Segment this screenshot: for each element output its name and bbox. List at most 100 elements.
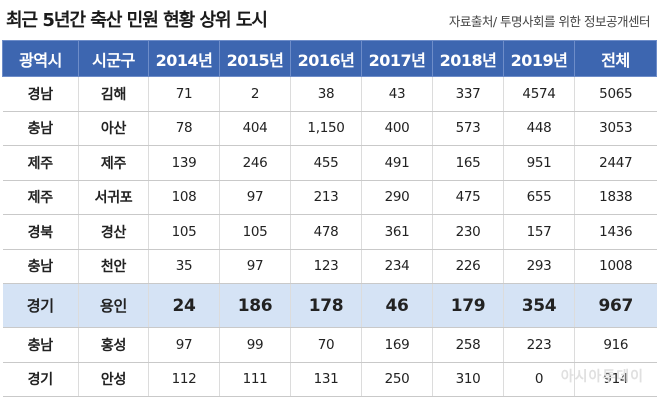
table-row: 경남 김해 71 2 38 43 337 4574 5065: [2, 76, 657, 112]
cell-city: 경산: [78, 214, 149, 250]
cell-value: 157: [503, 214, 575, 250]
cell-total: 1436: [574, 214, 657, 250]
cell-value: 123: [290, 249, 362, 284]
cell-value: 38: [290, 76, 362, 112]
cell-value: 337: [432, 76, 504, 112]
cell-value: 24: [148, 283, 220, 328]
table-row: 제주 서귀포 108 97 213 290 475 655 1838: [2, 180, 657, 215]
cell-value: 179: [432, 283, 504, 328]
cell-value: 105: [219, 214, 291, 250]
col-header-2014: 2014년: [148, 40, 220, 77]
cell-value: 46: [361, 283, 433, 328]
cell-value: 475: [432, 180, 504, 215]
cell-value: 246: [219, 145, 291, 181]
cell-value: 354: [503, 283, 575, 328]
cell-region: 경기: [2, 362, 79, 397]
source-note: 자료출처/ 투명사회를 위한 정보공개센터: [448, 14, 651, 29]
cell-value: 4574: [503, 76, 575, 112]
col-header-city: 시군구: [78, 40, 149, 77]
cell-region: 경남: [2, 76, 79, 112]
cell-city: 용인: [78, 283, 149, 328]
header: 최근 5년간 축산 민원 현황 상위 도시 자료출처/ 투명사회를 위한 정보공…: [0, 0, 658, 40]
cell-city: 천안: [78, 249, 149, 284]
cell-value: 108: [148, 180, 220, 215]
cell-value: 0: [503, 362, 575, 397]
cell-value: 169: [361, 327, 433, 363]
cell-value: 99: [219, 327, 291, 363]
cell-value: 951: [503, 145, 575, 181]
cell-value: 230: [432, 214, 504, 250]
table-row: 충남 아산 78 404 1,150 400 573 448 3053: [2, 111, 657, 146]
cell-total: 2447: [574, 145, 657, 181]
col-header-2018: 2018년: [432, 40, 504, 77]
cell-value: 35: [148, 249, 220, 284]
col-header-2015: 2015년: [219, 40, 291, 77]
cell-value: 213: [290, 180, 362, 215]
col-header-2016: 2016년: [290, 40, 362, 77]
cell-city: 안성: [78, 362, 149, 397]
cell-value: 43: [361, 76, 433, 112]
col-header-total: 전체: [574, 40, 657, 77]
table-header-row: 광역시 시군구 2014년 2015년 2016년 2017년 2018년 20…: [2, 40, 657, 77]
cell-region: 충남: [2, 249, 79, 284]
cell-value: 139: [148, 145, 220, 181]
cell-region: 경기: [2, 283, 79, 328]
table-row: 경기 용인 24 186 178 46 179 354 967: [2, 283, 657, 328]
cell-value: 223: [503, 327, 575, 363]
cell-value: 97: [219, 249, 291, 284]
cell-value: 131: [290, 362, 362, 397]
cell-total: 1008: [574, 249, 657, 284]
cell-value: 111: [219, 362, 291, 397]
cell-value: 361: [361, 214, 433, 250]
watermark: 아시아투데이: [560, 369, 644, 385]
cell-value: 400: [361, 111, 433, 146]
cell-total: 916: [574, 327, 657, 363]
cell-value: 78: [148, 111, 220, 146]
cell-value: 455: [290, 145, 362, 181]
cell-value: 70: [290, 327, 362, 363]
cell-value: 2: [219, 76, 291, 112]
cell-value: 186: [219, 283, 291, 328]
cell-value: 491: [361, 145, 433, 181]
table-row: 제주 제주 139 246 455 491 165 951 2447: [2, 145, 657, 181]
table-row: 충남 천안 35 97 123 234 226 293 1008: [2, 249, 657, 284]
cell-value: 105: [148, 214, 220, 250]
cell-value: 97: [219, 180, 291, 215]
cell-value: 250: [361, 362, 433, 397]
cell-city: 홍성: [78, 327, 149, 363]
cell-region: 충남: [2, 327, 79, 363]
cell-total: 5065: [574, 76, 657, 112]
cell-value: 293: [503, 249, 575, 284]
cell-value: 1,150: [290, 111, 362, 146]
cell-value: 655: [503, 180, 575, 215]
cell-region: 제주: [2, 180, 79, 215]
cell-value: 448: [503, 111, 575, 146]
cell-value: 478: [290, 214, 362, 250]
cell-total: 914: [574, 362, 657, 397]
cell-city: 아산: [78, 111, 149, 146]
cell-total: 1838: [574, 180, 657, 215]
cell-value: 71: [148, 76, 220, 112]
col-header-region: 광역시: [2, 40, 79, 77]
cell-region: 경북: [2, 214, 79, 250]
cell-value: 97: [148, 327, 220, 363]
cell-value: 234: [361, 249, 433, 284]
cell-value: 310: [432, 362, 504, 397]
table-row: 경북 경산 105 105 478 361 230 157 1436: [2, 214, 657, 250]
complaints-table: 광역시 시군구 2014년 2015년 2016년 2017년 2018년 2 0…: [2, 40, 657, 397]
cell-total: 967: [574, 283, 657, 328]
cell-city: 제주: [78, 145, 149, 181]
cell-total: 3053: [574, 111, 657, 146]
table-row: 경기 안성 112 111 131 250 310 0 914: [2, 362, 657, 397]
cell-value: 178: [290, 283, 362, 328]
cell-value: 573: [432, 111, 504, 146]
cell-value: 165: [432, 145, 504, 181]
cell-value: 112: [148, 362, 220, 397]
cell-region: 제주: [2, 145, 79, 181]
col-header-2017: 2017년: [361, 40, 433, 77]
table-row: 충남 홍성 97 99 70 169 258 223 916: [2, 327, 657, 363]
cell-value: 258: [432, 327, 504, 363]
cell-city: 서귀포: [78, 180, 149, 215]
table-body: 경남 김해 71 2 38 43 337 4574 5065 충남 아산 78 404 1,150 400 5…: [2, 76, 657, 397]
cell-value: 226: [432, 249, 504, 284]
